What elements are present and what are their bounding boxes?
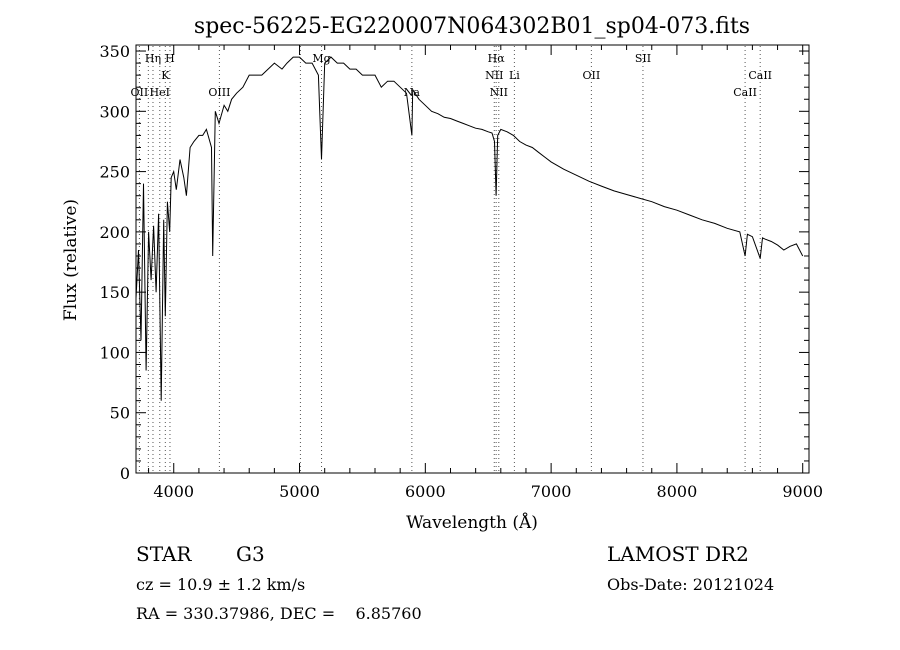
y-axis-ticks: 0 50 100 150 200 250 300 350 <box>99 42 809 483</box>
x-tick-label: 5000 <box>279 482 320 501</box>
plot-frame <box>135 44 810 474</box>
line-label: HeI <box>150 86 170 99</box>
y-tick-label: 200 <box>99 223 130 242</box>
chart-title: spec-56225-EG220007N064302B01_sp04-073.f… <box>194 14 750 39</box>
y-tick-label: 350 <box>99 42 130 61</box>
x-axis-label: Wavelength (Å) <box>406 512 538 533</box>
y-tick-label: 250 <box>99 163 130 182</box>
line-label: CaII <box>733 86 757 99</box>
line-label: OII <box>131 86 149 99</box>
y-tick-label: 150 <box>99 283 130 302</box>
line-label: CaII <box>748 69 772 82</box>
y-tick-label: 300 <box>99 102 130 121</box>
spectral-line-markers <box>138 46 761 472</box>
survey-release: LAMOST DR2 <box>607 542 749 566</box>
line-label: OIII <box>208 86 230 99</box>
line-label: Hη <box>145 52 161 65</box>
redshift-value: cz = 10.9 ± 1.2 km/s <box>136 575 306 594</box>
line-label: SII <box>635 52 651 65</box>
x-tick-label: 7000 <box>531 482 572 501</box>
line-label: Hα <box>488 52 506 65</box>
line-label: H <box>165 52 175 65</box>
object-class: STAR <box>136 542 192 566</box>
spectrum-series-line <box>135 56 804 401</box>
line-label: Li <box>509 69 520 82</box>
x-tick-label: 8000 <box>657 482 698 501</box>
y-tick-label: 100 <box>99 343 130 362</box>
x-tick-label: 9000 <box>782 482 823 501</box>
y-tick-label: 0 <box>120 464 130 483</box>
y-axis-label: Flux (relative) <box>61 199 81 321</box>
y-tick-label: 50 <box>110 404 130 423</box>
line-label: K <box>161 69 170 82</box>
coordinates: RA = 330.37986, DEC = 6.85760 <box>136 604 422 623</box>
object-subclass: G3 <box>236 542 265 566</box>
line-label: Mg <box>312 52 330 65</box>
line-label: NII <box>490 86 508 99</box>
line-label: NII <box>485 69 503 82</box>
x-axis-ticks: 4000 5000 6000 7000 8000 9000 <box>148 45 823 501</box>
observation-date: Obs-Date: 20121024 <box>607 575 775 594</box>
x-tick-label: 4000 <box>153 482 194 501</box>
x-tick-label: 6000 <box>405 482 446 501</box>
line-label: OII <box>583 69 601 82</box>
